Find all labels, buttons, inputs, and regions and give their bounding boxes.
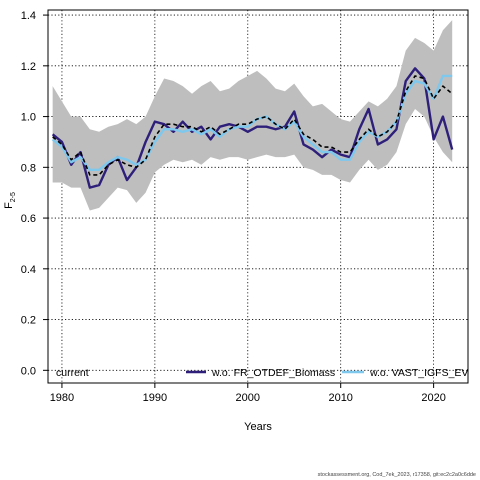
legend-label-0: current xyxy=(56,367,89,379)
x-tick-label: 2000 xyxy=(236,392,260,404)
x-axis-label: Years xyxy=(244,421,272,433)
series-line-1 xyxy=(51,67,454,189)
legend-label-1: w.o. FR_OTDEF_Biomass xyxy=(211,367,335,379)
y-axis-label-main: F xyxy=(3,202,15,209)
x-tick-label: 1990 xyxy=(143,392,167,404)
y-tick-label: 0.0 xyxy=(21,365,36,377)
x-tick-label: 1980 xyxy=(50,392,74,404)
y-tick-label: 0.4 xyxy=(21,264,36,276)
confidence-band-layer xyxy=(52,20,453,211)
y-tick-label: 0.6 xyxy=(21,213,36,225)
y-tick-label: 1.0 xyxy=(21,112,36,124)
y-tick-label: 0.2 xyxy=(21,315,36,327)
y-tick-label: 0.8 xyxy=(21,162,36,174)
confidence-band xyxy=(52,20,453,211)
legend: current w.o. FR_OTDEF_Biomass w.o. VAST_IG… xyxy=(56,367,468,379)
y-tick-label: 1.2 xyxy=(21,61,36,73)
footer-source-text: stockassessment.org, Cod_7ek_2023, r1735… xyxy=(317,472,476,478)
y-tick-label: 1.4 xyxy=(21,10,36,22)
series-lines xyxy=(51,67,454,189)
y-axis-label: F2-5 xyxy=(3,192,17,209)
y-axis-label-text: F2-5 xyxy=(3,192,17,209)
x-tick-label: 2020 xyxy=(421,392,445,404)
series-line-0 xyxy=(52,75,453,176)
y-axis-label-sub: 2-5 xyxy=(10,192,17,202)
axis-ticks: 1980 1990 2000 2010 2020 0.0 0.2 0.4 0.6 0.8 1.0 1.… xyxy=(21,10,446,404)
x-tick-label: 2010 xyxy=(328,392,352,404)
legend-label-2: w.o. VAST_IGFS_EV xyxy=(369,367,468,379)
plot-frame xyxy=(47,9,469,384)
